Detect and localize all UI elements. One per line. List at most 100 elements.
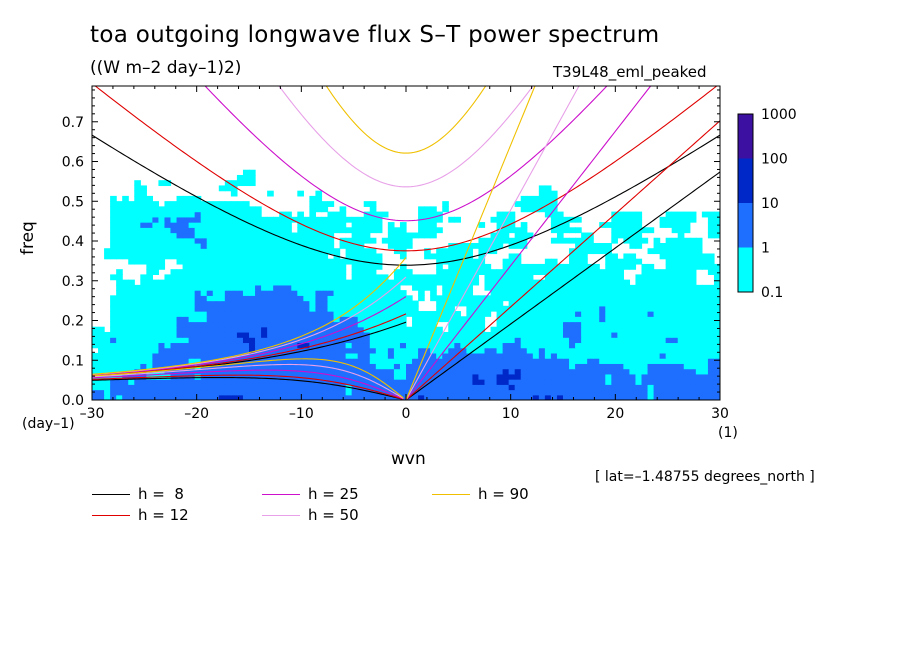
heatmap-cell <box>273 358 280 364</box>
heatmap-cell <box>526 342 534 349</box>
heatmap-cell <box>194 331 202 338</box>
heatmap-cell <box>242 243 250 249</box>
heatmap-cell <box>418 379 425 385</box>
heatmap-cell <box>297 227 304 234</box>
heatmap-cell <box>267 305 274 312</box>
heatmap-cell <box>683 295 691 302</box>
heatmap-cell <box>508 258 516 265</box>
heatmap-cell <box>713 373 720 380</box>
heatmap-cell <box>671 237 679 244</box>
heatmap-cell <box>164 316 172 323</box>
heatmap-cell <box>188 211 196 218</box>
heatmap-cell <box>611 321 618 328</box>
heatmap-cell <box>212 295 220 302</box>
heatmap-cell <box>689 316 697 323</box>
heatmap-cell <box>532 195 540 202</box>
heatmap-cell <box>218 185 226 192</box>
heatmap-cell <box>164 321 172 328</box>
heatmap-cell <box>508 373 516 380</box>
heatmap-cell <box>339 263 347 270</box>
heatmap-cell <box>436 358 443 364</box>
heatmap-cell <box>490 337 498 344</box>
heatmap-cell <box>134 358 141 364</box>
heatmap-cell <box>116 269 123 275</box>
heatmap-cell <box>345 237 353 244</box>
heatmap-cell <box>279 222 286 228</box>
heatmap-cell <box>309 368 317 375</box>
heatmap-cell <box>249 269 256 275</box>
heatmap-cell <box>496 373 504 380</box>
heatmap-cell <box>255 368 262 375</box>
heatmap-cell <box>285 211 292 218</box>
heatmap-cell <box>261 295 268 302</box>
heatmap-cell <box>236 253 244 260</box>
heatmap-cell <box>212 337 220 344</box>
heatmap-cell <box>593 311 600 317</box>
heatmap-cell <box>98 384 105 391</box>
legend-swatch <box>92 515 130 516</box>
heatmap-cell <box>122 389 129 396</box>
heatmap-cell <box>563 394 570 400</box>
heatmap-cell <box>635 258 643 265</box>
heatmap-cell <box>665 253 673 260</box>
heatmap-cell <box>309 263 317 270</box>
heatmap-cell <box>200 326 208 333</box>
heatmap-cell <box>164 216 172 223</box>
heatmap-cell <box>164 394 172 400</box>
heatmap-cell <box>249 290 256 296</box>
heatmap-cell <box>460 368 467 375</box>
heatmap-cell <box>98 368 105 375</box>
heatmap-cell <box>538 190 546 197</box>
heatmap-cell <box>659 394 667 400</box>
heatmap-cell <box>140 347 147 354</box>
heatmap-cell <box>629 331 637 338</box>
heatmap-cell <box>550 300 558 307</box>
heatmap-cell <box>206 274 214 281</box>
heatmap-cell <box>569 253 576 260</box>
heatmap-cell <box>520 358 528 364</box>
heatmap-cell <box>599 305 606 312</box>
heatmap-cell <box>291 352 298 359</box>
heatmap-cell <box>635 326 643 333</box>
heatmap-cell <box>146 326 153 333</box>
heatmap-cell <box>212 248 220 255</box>
heatmap-cell <box>538 342 546 349</box>
heatmap-cell <box>502 222 510 228</box>
heatmap-cell <box>635 337 643 344</box>
heatmap-cell <box>665 316 673 323</box>
heatmap-cell <box>641 326 649 333</box>
heatmap-cell <box>442 253 449 260</box>
heatmap-cell <box>665 368 673 375</box>
heatmap-cell <box>454 316 461 323</box>
heatmap-cell <box>363 352 371 359</box>
heatmap-cell <box>496 331 504 338</box>
heatmap-cell <box>194 358 202 364</box>
heatmap-cell <box>279 363 286 370</box>
heatmap-cell <box>164 363 172 370</box>
heatmap-cell <box>146 269 153 275</box>
heatmap-cell <box>526 290 534 296</box>
heatmap-cell <box>448 263 455 270</box>
heatmap-cell <box>665 373 673 380</box>
heatmap-cell <box>599 363 606 370</box>
heatmap-cell <box>514 274 522 281</box>
heatmap-cell <box>164 300 172 307</box>
heatmap-cell <box>393 284 401 291</box>
heatmap-cell <box>194 379 202 385</box>
heatmap-cell <box>641 368 649 375</box>
heatmap-cell <box>653 243 661 249</box>
heatmap-cell <box>164 232 172 239</box>
heatmap-cell <box>665 284 673 291</box>
heatmap-cell <box>671 321 679 328</box>
heatmap-cell <box>369 263 377 270</box>
heatmap-cell <box>363 284 371 291</box>
heatmap-cell <box>683 284 691 291</box>
heatmap-cell <box>707 347 715 354</box>
heatmap-cell <box>418 222 425 228</box>
heatmap-cell <box>291 284 298 291</box>
heatmap-cell <box>665 331 673 338</box>
heatmap-cell <box>526 368 534 375</box>
heatmap-cell <box>544 363 552 370</box>
heatmap-cell <box>170 305 178 312</box>
heatmap-cell <box>236 258 244 265</box>
